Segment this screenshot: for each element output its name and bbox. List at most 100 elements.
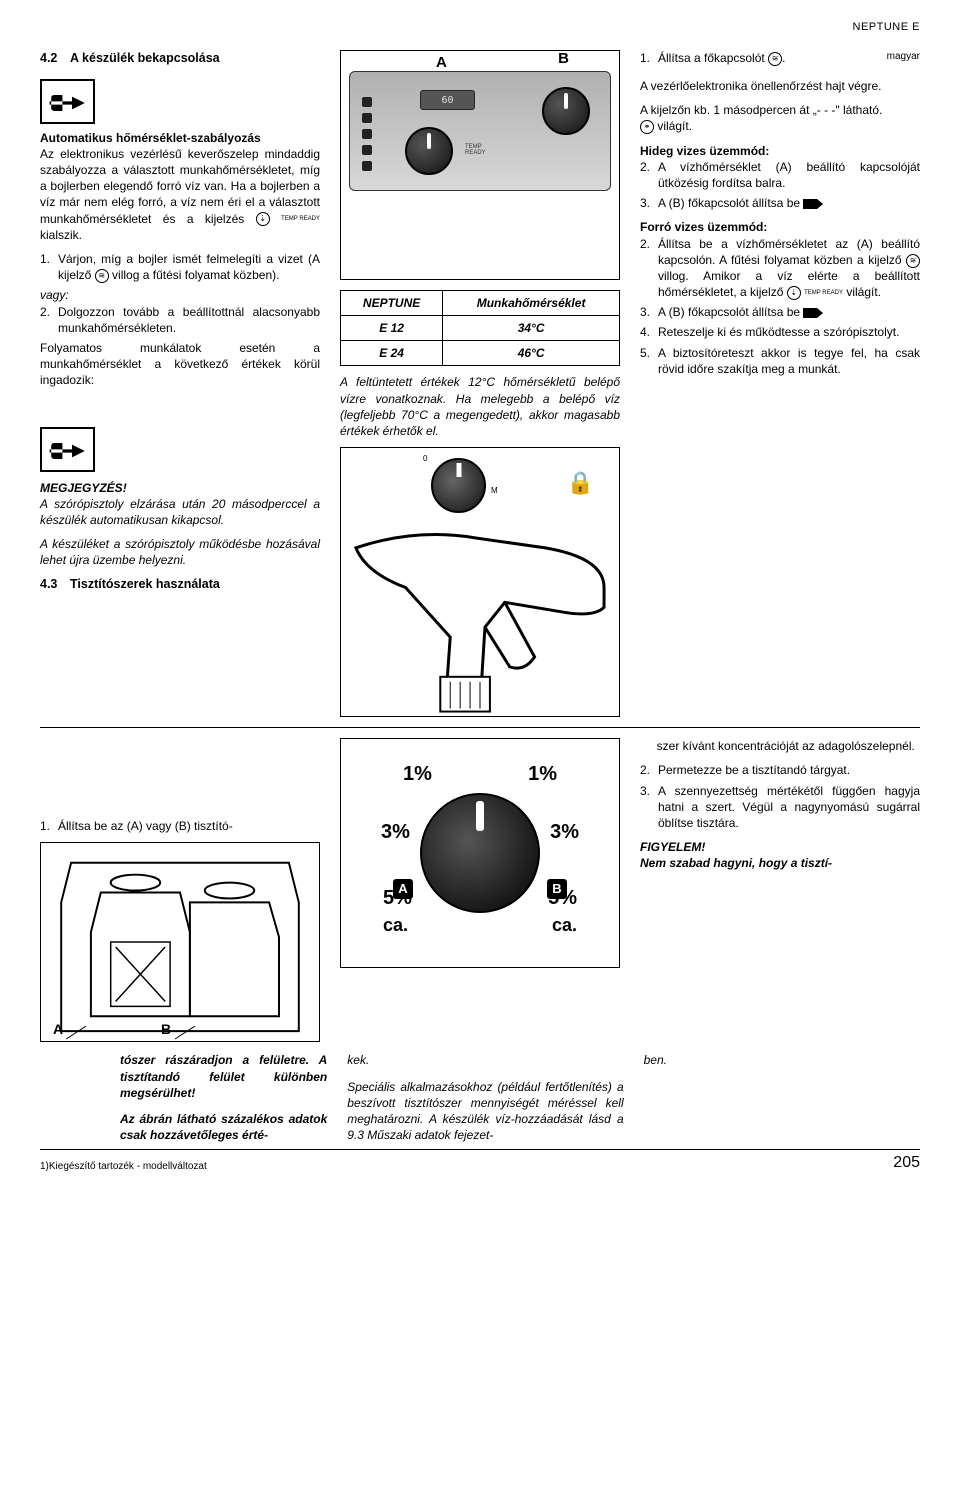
dial-badge-b: B <box>547 879 567 899</box>
row-2: 1.Állítsa be az (A) vagy (B) tisztító- A… <box>40 738 920 1042</box>
sec-4-2-num: 4.2 <box>40 50 70 67</box>
hot-list: 2. Állítsa be a vízhőmérsékletet az (A) … <box>640 236 920 378</box>
vagy-label: vagy: <box>40 287 320 303</box>
right-step1: 1.Állítsa a főkapcsolót ≋. <box>640 50 887 70</box>
tank-a: A <box>53 1020 63 1039</box>
note-2: A készüléket a szórópisztoly működésbe h… <box>40 536 320 568</box>
ll-step1: Állítsa be az (A) vagy (B) tisztító- <box>58 818 320 834</box>
col-right-2: szer kívánt koncentrációját az adagolósz… <box>640 738 920 1042</box>
b-c2a: kek. <box>347 1052 623 1068</box>
bcol-2: kek. Speciális alkalmazásokhoz (például … <box>347 1052 623 1143</box>
knob-b <box>542 87 590 135</box>
tank-b: B <box>161 1020 171 1039</box>
b-c1a: tószer rászáradjon a felületre. A tisztí… <box>120 1052 327 1101</box>
temp-indicator-icon: ⇣ <box>256 212 270 226</box>
r-p1: A vezérlőelektronika önellenőrzést hajt … <box>640 78 920 94</box>
heat-icon: ≋ <box>95 269 109 283</box>
heat-icon-3: ≋ <box>906 254 920 268</box>
pct-3r: 3% <box>550 819 579 846</box>
sec-4-2-text: A készülék bekapcsolása <box>70 51 220 65</box>
pointing-hand-icon <box>40 79 95 124</box>
gun-svg <box>346 518 614 717</box>
pct-3l: 3% <box>381 819 410 846</box>
r-step1b: . <box>782 51 785 65</box>
pct-1r: 1% <box>528 761 557 788</box>
hot-2b: A fűtési folyamat közben a kijelző <box>719 253 901 267</box>
link-icon: ⚭ <box>640 120 654 134</box>
col-right-1: 1.Állítsa a főkapcsolót ≋. magyar A vezé… <box>640 50 920 717</box>
tempready-tiny-2: TEMP READY <box>804 290 843 296</box>
panel-body: 60 TEMPREADY <box>349 71 611 191</box>
continuous-para: Folyamatos munkálatok esetén a munkahőmé… <box>40 340 320 389</box>
switch-icon <box>803 199 817 209</box>
diag-label-b: B <box>558 49 569 69</box>
brand-header: NEPTUNE E <box>40 20 920 35</box>
panel-display: 60 <box>420 90 475 110</box>
td-34c: 34°C <box>443 316 620 341</box>
th-neptune: NEPTUNE <box>341 290 443 315</box>
hot-2d: világít. <box>846 285 881 299</box>
lang-tag: magyar <box>887 50 920 64</box>
b-c3: ben. <box>644 1052 920 1068</box>
r-step1a: Állítsa a főkapcsolót <box>658 51 765 65</box>
auto-temp-title: Automatikus hőmérséklet-szabályozás <box>40 131 261 145</box>
control-panel-diagram: A B 60 TEMPREADY <box>340 50 620 280</box>
note-1: A szórópisztoly elzárása után 20 másodpe… <box>40 496 320 528</box>
row-1: 4.2A készülék bekapcsolása Automatikus h… <box>40 50 920 717</box>
td-e12: E 12 <box>341 316 443 341</box>
tempready-tiny-1: TEMP READY <box>281 216 320 222</box>
sec-4-2-title: 4.2A készülék bekapcsolása <box>40 50 320 67</box>
b-c2b: Speciális alkalmazásokhoz (például fertő… <box>347 1079 623 1144</box>
warn-text: Nem szabad hagyni, hogy a tisztí- <box>640 855 920 871</box>
steps-list-2: 2.Dolgozzon tovább a beállítottnál alacs… <box>40 304 320 336</box>
bcol-3: ben. <box>644 1052 920 1143</box>
hot-4: Reteszelje ki és működtesse a szórópiszt… <box>658 324 920 340</box>
col-mid-1: A B 60 TEMPREADY NEPTUNE Munkahőmérsékle… <box>340 50 620 717</box>
page-number: 205 <box>893 1152 920 1174</box>
dial-badge-a: A <box>393 879 413 899</box>
b-c1b: Az ábrán látható százalékos adatok csak … <box>120 1111 327 1143</box>
switch-icon-2 <box>803 308 817 318</box>
note-label: MEGJEGYZÉS! <box>40 480 320 496</box>
th-temp: Munkahőmérséklet <box>443 290 620 315</box>
pointing-hand-icon-2 <box>40 427 95 472</box>
cold-title: Hideg vizes üzemmód: <box>640 143 920 159</box>
page-footer: 1)Kiegészítő tartozék - modellváltozat 2… <box>40 1149 920 1174</box>
lock-icon: 🔒 <box>567 468 594 498</box>
td-46c: 46°C <box>443 341 620 366</box>
step1b: villog a fűtési folyamat közben). <box>112 268 279 282</box>
cold-3a: A (B) főkapcsolót állítsa be <box>658 196 800 210</box>
temp-ready-label: TEMPREADY <box>465 144 486 156</box>
lr-s3: A szennyezettség mértékétől függően hagy… <box>658 783 920 832</box>
col-left-2: 1.Állítsa be az (A) vagy (B) tisztító- A… <box>40 738 320 1042</box>
sec-4-3-text: Tisztítószerek használata <box>70 577 220 591</box>
r-p2: A kijelzőn kb. 1 másodpercen át „- - -" … <box>640 102 920 134</box>
heat-icon-2: ≋ <box>768 52 782 66</box>
steps-list-1: 1.Várjon, míg a bojler ismét felmelegíti… <box>40 251 320 283</box>
pct-1l: 1% <box>403 761 432 788</box>
col-left-1: 4.2A készülék bekapcsolása Automatikus h… <box>40 50 320 717</box>
big-dial <box>420 793 540 913</box>
hot-3a: A (B) főkapcsolót állítsa be <box>658 305 800 319</box>
sec-4-3-num: 4.3 <box>40 576 70 593</box>
warn-label: FIGYELEM! <box>640 839 920 855</box>
temp-indicator-icon-2: ⇣ <box>787 286 801 300</box>
lr-s2: Permetezze be a tisztítandó tárgyat. <box>658 762 920 778</box>
auto-temp-tail: kialszik. <box>40 228 82 242</box>
auto-temp-body: Az elektronikus vezérlésű keverőszelep m… <box>40 147 320 226</box>
gun-dial <box>431 458 486 513</box>
cold-list: 2.A vízhőmérséklet (A) beállító kapcsoló… <box>640 159 920 212</box>
hot-5: A biztosítóreteszt akkor is tegye fel, h… <box>658 345 920 377</box>
r-p2b: világít. <box>657 119 692 133</box>
lr-tail: szer kívánt koncentrációját az adagolósz… <box>657 739 915 753</box>
td-e24: E 24 <box>341 341 443 366</box>
bottom-row: tószer rászáradjon a felületre. A tisztí… <box>40 1052 920 1143</box>
table-note: A feltüntetett értékek 12°C hőmérsékletű… <box>340 374 620 439</box>
temperature-table: NEPTUNE Munkahőmérséklet E 12 34°C E 24 … <box>340 290 620 367</box>
side-icon-strip <box>362 97 397 177</box>
bcol-1: tószer rászáradjon a felületre. A tisztí… <box>40 1052 327 1143</box>
tank-diagram: A B <box>40 842 320 1042</box>
hot-title: Forró vizes üzemmód: <box>640 219 920 235</box>
auto-temp-para: Automatikus hőmérséklet-szabályozás Az e… <box>40 130 320 243</box>
cold-2: A vízhőmérséklet (A) beállító kapcsolójá… <box>658 159 920 191</box>
